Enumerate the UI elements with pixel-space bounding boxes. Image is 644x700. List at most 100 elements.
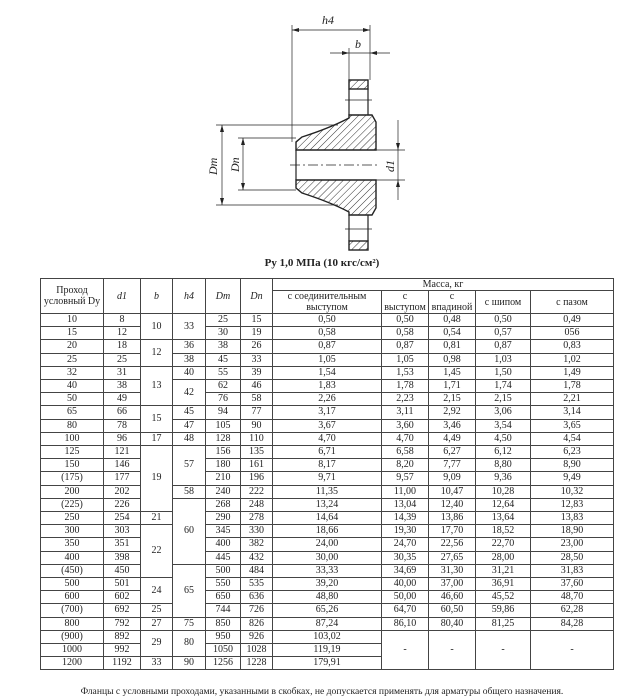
cell-mass: 3,65 bbox=[529, 418, 615, 433]
cell-mass: 10,32 bbox=[529, 484, 615, 499]
cell-mass: 1,02 bbox=[529, 352, 615, 367]
cell-mass: 86,10 bbox=[381, 616, 429, 631]
cell-d1: 49 bbox=[103, 392, 141, 407]
cell-d1: 398 bbox=[103, 550, 141, 565]
cell-d1: 602 bbox=[103, 590, 141, 605]
cell-dn: 33 bbox=[240, 352, 273, 367]
cell-mass: 3,67 bbox=[272, 418, 382, 433]
cell-mass: 19,30 bbox=[381, 524, 429, 539]
cell-mass: 2,15 bbox=[428, 392, 476, 407]
cell-h4: 40 bbox=[172, 365, 206, 381]
cell-dn: 636 bbox=[240, 590, 273, 605]
table-row: 50 49 76 58 2,26 2,23 2,15 2,15 2,21 bbox=[40, 392, 615, 407]
cell-mass: 4,70 bbox=[381, 431, 429, 447]
cell-mass: 179,91 bbox=[272, 656, 382, 671]
table-row: 125 121 19 57 156 135 6,71 6,58 6,27 6,12 6,23 bbox=[40, 445, 615, 513]
cell-mass: 6,27 bbox=[428, 445, 476, 460]
cell-b: 21 bbox=[140, 511, 173, 526]
cell-dm: 210 bbox=[205, 471, 241, 486]
cell-mass: 39,20 bbox=[272, 577, 382, 592]
cell-d1: 254 bbox=[103, 511, 141, 526]
cell-mass-dash: - bbox=[529, 629, 615, 671]
cell-mass: 13,86 bbox=[428, 511, 476, 526]
cell-mass: 0,87 bbox=[381, 339, 429, 354]
cell-dm: 500 bbox=[205, 563, 241, 579]
cell-mass: 81,25 bbox=[475, 616, 531, 631]
cell-d1: 1192 bbox=[103, 656, 141, 671]
cell-mass: 9,09 bbox=[428, 471, 476, 486]
cell-mass: 22,56 bbox=[428, 537, 476, 552]
cell-d1: 226 bbox=[103, 497, 141, 513]
cell-dm: 400 bbox=[205, 537, 241, 552]
cell-mass: 1,03 bbox=[475, 352, 531, 367]
cell-mass: 4,70 bbox=[272, 431, 382, 447]
cell-mass: 13,64 bbox=[475, 511, 531, 526]
cell-dy: 800 bbox=[40, 616, 104, 631]
cell-mass: 8,17 bbox=[272, 458, 382, 473]
cell-mass: 14,64 bbox=[272, 511, 382, 526]
cell-dy: 125 bbox=[40, 445, 104, 460]
cell-dm: 105 bbox=[205, 418, 241, 433]
cell-d1: 78 bbox=[103, 418, 141, 433]
cell-mass: 13,04 bbox=[381, 497, 429, 513]
cell-mass: 1,54 bbox=[272, 365, 382, 381]
cell-mass: 87,24 bbox=[272, 616, 382, 631]
cell-dm: 25 bbox=[205, 312, 241, 328]
cell-mass-dash: - bbox=[475, 629, 531, 671]
cell-mass: 9,71 bbox=[272, 471, 382, 486]
cell-mass: 0,98 bbox=[428, 352, 476, 367]
cell-mass: 1,05 bbox=[381, 352, 429, 367]
cell-dm: 45 bbox=[205, 352, 241, 367]
cell-dy: 50 bbox=[40, 392, 104, 407]
cell-mass: 22,70 bbox=[475, 537, 531, 552]
cell-mass: 0,50 bbox=[475, 312, 531, 328]
cell-mass: 3,14 bbox=[529, 405, 615, 420]
cell-d1: 8 bbox=[103, 312, 141, 328]
cell-dn: 926 bbox=[240, 629, 273, 645]
cell-mass: 40,00 bbox=[381, 577, 429, 592]
cell-dn: 432 bbox=[240, 550, 273, 565]
table-row: 40 38 42 62 46 1,83 1,78 1,71 1,74 1,78 bbox=[40, 379, 615, 407]
cell-mass: 48,80 bbox=[272, 590, 382, 605]
cell-dy: 350 bbox=[40, 537, 104, 552]
cell-mass: 0,49 bbox=[529, 312, 615, 328]
cell-mass: 0,87 bbox=[272, 339, 382, 354]
cell-b: 12 bbox=[140, 339, 173, 367]
cell-d1: 351 bbox=[103, 537, 141, 552]
cell-dy: 15 bbox=[40, 326, 104, 341]
cell-dn: 46 bbox=[240, 379, 273, 394]
cell-dn: 58 bbox=[240, 392, 273, 407]
cell-dy: (700) bbox=[40, 603, 104, 618]
cell-mass: 11,35 bbox=[272, 484, 382, 499]
cell-mass: 8,90 bbox=[529, 458, 615, 473]
flange-cross-section-drawing: h4 b Dm Dn d1 bbox=[206, 13, 405, 251]
cell-dm: 345 bbox=[205, 524, 241, 539]
cell-mass: 31,83 bbox=[529, 563, 615, 579]
cell-dn: 110 bbox=[240, 431, 273, 447]
cell-mass: 30,35 bbox=[381, 550, 429, 565]
table-row: 150 146 180 161 8,17 8,20 7,77 8,80 8,90 bbox=[40, 458, 615, 473]
cell-mass: 46,60 bbox=[428, 590, 476, 605]
cell-mass: 10,28 bbox=[475, 484, 531, 499]
cell-dn: 196 bbox=[240, 471, 273, 486]
table-row: 250 254 21 290 278 14,64 14,39 13,86 13,64 13,83 bbox=[40, 511, 615, 526]
cell-d1: 66 bbox=[103, 405, 141, 420]
cell-mass-dash: - bbox=[381, 629, 429, 671]
cell-mass: 0,83 bbox=[529, 339, 615, 354]
cell-mass: 0,81 bbox=[428, 339, 476, 354]
cell-mass: 0,57 bbox=[475, 326, 531, 341]
cell-mass: 9,36 bbox=[475, 471, 531, 486]
cell-mass: 2,26 bbox=[272, 392, 382, 407]
table-row: 300 303 22 345 330 18,66 19,30 17,70 18,52 18,90 bbox=[40, 524, 615, 579]
cell-mass: 64,70 bbox=[381, 603, 429, 618]
cell-b: 33 bbox=[140, 656, 173, 671]
cell-mass: 23,00 bbox=[529, 537, 615, 552]
table-row: 500 501 24 550 535 39,20 40,00 37,00 36,91 37,60 bbox=[40, 577, 615, 605]
cell-dm: 156 bbox=[205, 445, 241, 460]
cell-mass: 1,49 bbox=[529, 365, 615, 381]
cell-dn: 382 bbox=[240, 537, 273, 552]
cell-dn: 826 bbox=[240, 616, 273, 631]
cell-mass: 18,90 bbox=[529, 524, 615, 539]
cell-dm: 128 bbox=[205, 431, 241, 447]
cell-mass: 84,28 bbox=[529, 616, 615, 631]
